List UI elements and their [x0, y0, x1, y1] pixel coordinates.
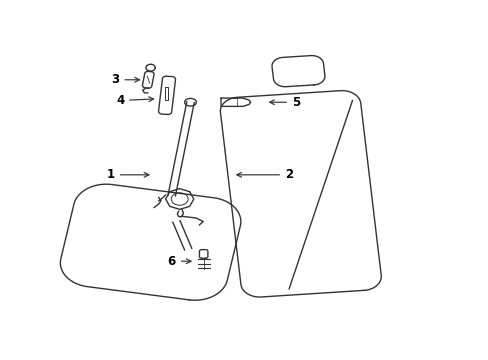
- Text: 5: 5: [269, 96, 300, 109]
- Text: 6: 6: [167, 255, 191, 268]
- Text: 4: 4: [116, 94, 153, 107]
- Text: 2: 2: [236, 168, 293, 181]
- Text: 3: 3: [111, 73, 139, 86]
- Text: 1: 1: [106, 168, 148, 181]
